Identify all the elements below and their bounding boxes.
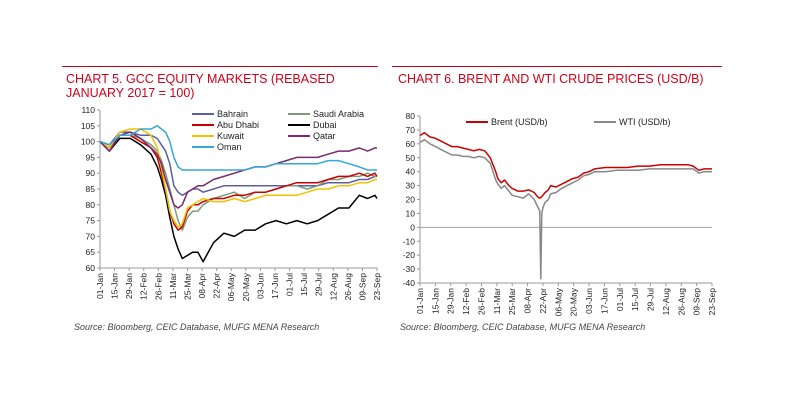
- chart5-y-tick-label: 65: [86, 247, 96, 257]
- chart-5-top-rule: [62, 66, 378, 67]
- chart6-x-tick-label: 11-Mar: [492, 288, 502, 314]
- chart5-x-tick-label: 15-Jul: [299, 273, 309, 296]
- chart5-y-tick-label: 100: [81, 137, 95, 147]
- chart5-y-tick-label: 70: [86, 231, 96, 241]
- chart-6-source: Source: Bloomberg, CEIC Database, MUFG M…: [400, 322, 646, 332]
- chart6-x-tick-label: 01-Jul: [615, 288, 625, 311]
- chart5-y-tick-label: 80: [86, 200, 96, 210]
- chart5-y-tick-label: 85: [86, 184, 96, 194]
- chart5-x-tick-label: 01-Jul: [285, 273, 295, 296]
- chart5-series-kuwait: [99, 128, 377, 228]
- chart5-series-bahrain: [99, 131, 377, 197]
- chart6-x-tick-label: 08-Apr: [523, 288, 533, 314]
- chart5-legend-label: Abu Dhabi: [217, 120, 259, 130]
- chart5-x-tick-label: 26-Aug: [343, 273, 353, 301]
- chart6-y-tick-label: -10: [403, 236, 416, 246]
- chart6-x-tick-label: 15-Jan: [430, 288, 440, 314]
- chart6-series-wti-usd-b: [419, 138, 712, 280]
- chart5-legend-label: Dubai: [313, 120, 337, 130]
- chart5-y-tick-label: 105: [81, 121, 95, 131]
- chart5-x-tick-label: 09-Sep: [357, 273, 367, 301]
- chart6-x-tick-label: 12-Aug: [661, 288, 671, 316]
- chart6-x-tick-label: 12-Feb: [461, 288, 471, 315]
- chart6-x-tick-label: 17-Jun: [599, 288, 609, 314]
- chart5-x-tick-label: 03-Jun: [255, 273, 265, 299]
- chart5-series-abu-dhabi: [99, 134, 378, 231]
- chart5-legend-label: Oman: [217, 142, 242, 152]
- chart-6-top-rule: [392, 66, 722, 67]
- chart5-x-tick-label: 20-May: [241, 272, 251, 301]
- chart6-x-tick-label: 03-Jun: [584, 288, 594, 314]
- chart5-series-dubai: [99, 137, 378, 263]
- chart5-series-qatar: [99, 131, 377, 209]
- chart5-y-tick-label: 95: [86, 152, 96, 162]
- chart5-series-oman: [99, 125, 377, 171]
- chart6-x-tick-label: 23-Sep: [707, 288, 717, 316]
- chart6-legend-label: Brent (USD/b): [491, 117, 548, 127]
- chart5-y-tick-label: 75: [86, 216, 96, 226]
- chart6-x-tick-label: 29-Jul: [646, 288, 656, 311]
- chart5-x-tick-label: 22-Apr: [212, 273, 222, 299]
- chart5-x-tick-label: 26-Feb: [153, 273, 163, 300]
- chart6-x-tick-label: 22-Apr: [538, 288, 548, 314]
- chart5-y-tick-label: 90: [86, 168, 96, 178]
- chart6-y-tick-label: 0: [410, 222, 415, 232]
- chart6-series-brent-usd-b: [419, 131, 712, 199]
- chart5-x-tick-label: 12-Aug: [328, 273, 338, 301]
- chart6-x-tick-label: 06-May: [553, 287, 563, 316]
- chart5-legend-label: Saudi Arabia: [313, 109, 364, 119]
- chart6-y-tick-label: 10: [406, 208, 416, 218]
- chart6-x-tick-label: 01-Jan: [415, 288, 425, 314]
- chart5-x-tick-label: 12-Feb: [139, 273, 149, 300]
- chart5-y-tick-label: 110: [81, 105, 95, 115]
- chart6-x-tick-label: 29-Jan: [446, 288, 456, 314]
- chart6-y-tick-label: -20: [403, 250, 416, 260]
- chart6-x-tick-label: 15-Jul: [630, 288, 640, 311]
- chart6-y-tick-label: 70: [406, 125, 416, 135]
- chart6-y-tick-label: 40: [406, 167, 416, 177]
- chart6-y-tick-label: 20: [406, 195, 416, 205]
- chart5-x-tick-label: 06-May: [226, 272, 236, 301]
- chart6-y-tick-label: -40: [403, 278, 416, 288]
- chart6-x-tick-label: 09-Sep: [692, 288, 702, 316]
- chart5-legend-label: Qatar: [313, 131, 336, 141]
- chart6-y-tick-label: 60: [406, 139, 416, 149]
- chart5-legend-label: Bahrain: [217, 109, 248, 119]
- chart6-x-tick-label: 26-Feb: [476, 288, 486, 315]
- chart6-x-tick-label: 26-Aug: [676, 288, 686, 316]
- chart5-x-tick-label: 15-Jan: [110, 273, 120, 299]
- chart6-x-tick-label: 25-Mar: [507, 288, 517, 315]
- chart-5-source: Source: Bloomberg, CEIC Database, MUFG M…: [74, 322, 320, 332]
- chart5-x-tick-label: 29-Jul: [314, 273, 324, 296]
- chart6-y-tick-label: 50: [406, 153, 416, 163]
- chart6-y-tick-label: 80: [406, 111, 416, 121]
- chart5-x-tick-label: 17-Jun: [270, 273, 280, 299]
- chart5-x-tick-label: 29-Jan: [124, 273, 134, 299]
- chart5-x-tick-label: 08-Apr: [197, 273, 207, 299]
- chart-5-title: CHART 5. GCC EQUITY MARKETS (REBASED JAN…: [66, 72, 335, 100]
- chart5-x-tick-label: 11-Mar: [168, 273, 178, 299]
- chart5-x-tick-label: 25-Mar: [182, 273, 192, 300]
- chart5-legend-label: Kuwait: [217, 131, 245, 141]
- chart5-x-tick-label: 23-Sep: [372, 273, 382, 301]
- chart6-legend-label: WTI (USD/b): [619, 117, 671, 127]
- chart5-x-tick-label: 01-Jan: [95, 273, 105, 299]
- chart-6-title: CHART 6. BRENT AND WTI CRUDE PRICES (USD…: [398, 72, 704, 86]
- chart6-y-tick-label: -30: [403, 264, 416, 274]
- chart6-y-tick-label: 30: [406, 181, 416, 191]
- chart6-x-tick-label: 20-May: [569, 287, 579, 316]
- chart5-y-tick-label: 60: [86, 263, 96, 273]
